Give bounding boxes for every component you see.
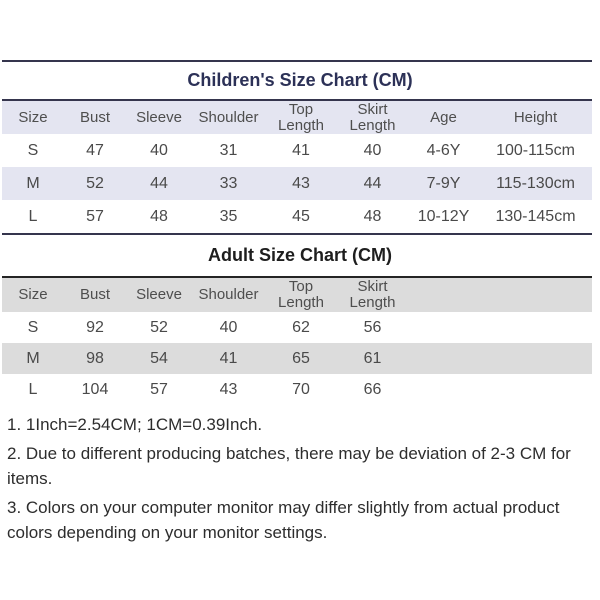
adult-row-m: M 98 54 41 65 61 [2,343,592,374]
empty-cell [408,343,479,374]
cell: 98 [86,349,104,367]
cell: 54 [150,349,168,367]
column-header-empty [408,278,479,312]
cell: 40 [219,318,238,336]
column-header-sleeve: Sleeve [136,286,182,303]
cell: 48 [150,207,168,225]
column-header-top-length: Top Length [278,278,324,311]
adult-row-l: L 104 57 43 70 66 [2,374,592,405]
cell: 100-115cm [496,141,575,159]
cell: 45 [292,207,310,225]
column-header-age: Age [430,108,457,126]
column-header-sleeve: Sleeve [136,108,182,126]
cell: 66 [363,380,382,398]
children-row-s: S 47 40 31 41 40 4-6Y 100-115cm [2,134,592,167]
note-color-difference: 3. Colors on your computer monitor may d… [7,498,560,542]
adult-table-body: S 92 52 40 62 56 M 98 54 41 65 61 L 104 57 43 70 66 [2,312,592,405]
cell: 31 [219,141,238,159]
adult-size-table: Size Bust Sleeve Shoulder Top Length Skirt Le… [2,278,592,405]
cell: 56 [363,318,382,336]
divider-above-adult-table [2,276,592,278]
divider-above-children-table [2,99,592,101]
column-header-shoulder: Shoulder [198,108,259,126]
cell: 61 [363,349,382,367]
column-header-top-length: Top Length [278,101,324,134]
cell: 44 [363,174,382,192]
children-size-table: Size Bust Sleeve Shoulder Top Length Skirt Le… [2,101,592,233]
cell: 65 [292,349,310,367]
cell: 33 [219,174,238,192]
column-header-size: Size [18,108,48,126]
column-header-shoulder: Shoulder [198,286,259,303]
column-header-skirt-length: Skirt Length [349,101,396,134]
cell: 35 [219,207,238,225]
divider-above-children-title [2,60,592,62]
cell: 10-12Y [417,207,470,225]
children-table-header: Size Bust Sleeve Shoulder Top Length Skirt Le… [2,101,592,134]
column-header-empty [479,278,592,312]
cell: 7-9Y [426,174,461,192]
adult-size-chart-title: Adult Size Chart (CM) [208,245,392,265]
children-header-row: Size Bust Sleeve Shoulder Top Length Skirt Le… [2,101,592,134]
cell: L [28,207,38,225]
cell: 57 [150,380,168,398]
column-header-bust: Bust [79,108,110,126]
cell: 4-6Y [426,141,461,159]
cell: 48 [363,207,382,225]
cell: 130-145cm [495,207,576,225]
adult-header-row: Size Bust Sleeve Shoulder Top Length Skirt Le… [2,278,592,312]
empty-cell [479,343,592,374]
children-row-m: M 52 44 33 43 44 7-9Y 115-130cm [2,167,592,200]
children-table-body: S 47 40 31 41 40 4-6Y 100-115cm M 52 44 33 43 44 7-9Y 1… [2,134,592,233]
empty-cell [479,312,592,343]
cell: 92 [86,318,104,336]
cell: 41 [219,349,238,367]
column-header-bust: Bust [79,286,110,303]
cell: 52 [150,318,168,336]
cell: 52 [86,174,104,192]
note-inch-conversion: 1. 1Inch=2.54CM; 1CM=0.39Inch. [7,415,263,434]
cell: 57 [86,207,104,225]
cell: M [26,349,40,367]
cell: 43 [292,174,310,192]
adult-table-header: Size Bust Sleeve Shoulder Top Length Skirt Le… [2,278,592,312]
note-size-deviation: 2. Due to different producing batches, t… [7,444,571,488]
top-whitespace [0,0,600,60]
empty-cell [408,312,479,343]
cell: L [28,380,38,398]
cell: 44 [150,174,168,192]
cell: 41 [292,141,310,159]
divider-below-children-table [2,233,592,235]
cell: 115-130cm [496,174,575,192]
cell: S [27,141,39,159]
empty-cell [408,374,479,405]
cell: 40 [150,141,168,159]
cell: M [26,174,40,192]
notes-section: 1. 1Inch=2.54CM; 1CM=0.39Inch. 2. Due to… [0,412,600,545]
children-row-l: L 57 48 35 45 48 10-12Y 130-145cm [2,200,592,233]
cell: 104 [81,380,109,398]
cell: S [27,318,39,336]
cell: 43 [219,380,238,398]
column-header-size: Size [18,286,48,303]
column-header-height: Height [513,108,558,126]
column-header-skirt-length: Skirt Length [349,278,396,311]
cell: 40 [363,141,382,159]
cell: 47 [86,141,104,159]
empty-cell [479,374,592,405]
cell: 70 [292,380,310,398]
adult-row-s: S 92 52 40 62 56 [2,312,592,343]
cell: 62 [292,318,310,336]
children-size-chart-title: Children's Size Chart (CM) [187,70,413,90]
